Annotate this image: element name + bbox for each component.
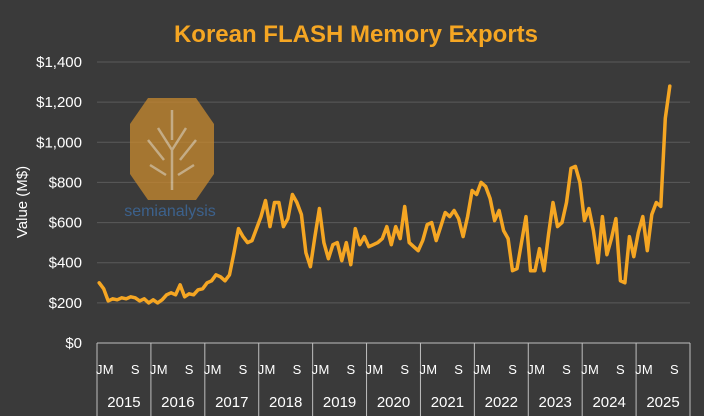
year-tick-label: 2017: [215, 394, 248, 411]
year-tick-label: 2015: [107, 394, 140, 411]
y-tick-label: $0: [65, 335, 82, 352]
y-tick-label: $400: [49, 255, 82, 272]
month-tick-label: S: [185, 362, 194, 377]
month-tick-label: M: [642, 362, 653, 377]
month-tick-label: M: [534, 362, 545, 377]
month-tick-label: J: [312, 362, 319, 377]
logo-tree-icon: [147, 110, 197, 190]
year-tick-label: 2018: [269, 394, 302, 411]
month-tick-label: J: [150, 362, 157, 377]
month-tick-label: S: [562, 362, 571, 377]
semianalysis-logo: semianalysis: [124, 98, 216, 220]
y-tick-label: $1,000: [36, 134, 82, 151]
month-tick-label: M: [480, 362, 491, 377]
series-line-flash-exports: [97, 84, 672, 305]
month-tick-label: J: [581, 362, 588, 377]
month-tick-label: J: [204, 362, 211, 377]
month-tick-label: M: [265, 362, 276, 377]
year-tick-label: 2024: [592, 394, 625, 411]
month-tick-label: S: [131, 362, 140, 377]
month-tick-label: S: [670, 362, 679, 377]
month-tick-label: J: [419, 362, 426, 377]
month-tick-label: S: [454, 362, 463, 377]
year-tick-label: 2021: [431, 394, 464, 411]
month-tick-label: J: [473, 362, 480, 377]
y-tick-label: $600: [49, 215, 82, 232]
month-tick-label: M: [426, 362, 437, 377]
year-tick-label: 2022: [485, 394, 518, 411]
y-axis-ticks: $0 $200 $400 $600 $800 $1,000 $1,200 $1,400: [36, 54, 82, 352]
month-tick-label: S: [508, 362, 517, 377]
month-tick-label: J: [366, 362, 373, 377]
month-tick-label: M: [372, 362, 383, 377]
month-tick-label: M: [588, 362, 599, 377]
month-tick-label: J: [96, 362, 103, 377]
year-tick-label: 2020: [377, 394, 410, 411]
year-tick-label: 2016: [161, 394, 194, 411]
y-tick-label: $200: [49, 295, 82, 312]
y-tick-label: $1,400: [36, 54, 82, 71]
month-tick-label: S: [239, 362, 248, 377]
month-tick-label: M: [211, 362, 222, 377]
month-tick-label: S: [293, 362, 302, 377]
month-tick-label: J: [527, 362, 534, 377]
month-tick-label: J: [258, 362, 265, 377]
month-tick-label: M: [157, 362, 168, 377]
month-tick-label: S: [346, 362, 355, 377]
month-tick-label: M: [103, 362, 114, 377]
year-tick-label: 2025: [646, 394, 679, 411]
y-tick-label: $800: [49, 174, 82, 191]
y-axis-label: Value (M$): [14, 166, 31, 238]
month-tick-label: S: [616, 362, 625, 377]
year-tick-label: 2023: [539, 394, 572, 411]
month-tick-label: M: [318, 362, 329, 377]
logo-text: semianalysis: [124, 203, 216, 220]
year-tick-label: 2019: [323, 394, 356, 411]
month-tick-label: S: [400, 362, 409, 377]
chart-title: Korean FLASH Memory Exports: [174, 21, 538, 48]
y-tick-label: $1,200: [36, 94, 82, 111]
month-tick-label: J: [635, 362, 642, 377]
